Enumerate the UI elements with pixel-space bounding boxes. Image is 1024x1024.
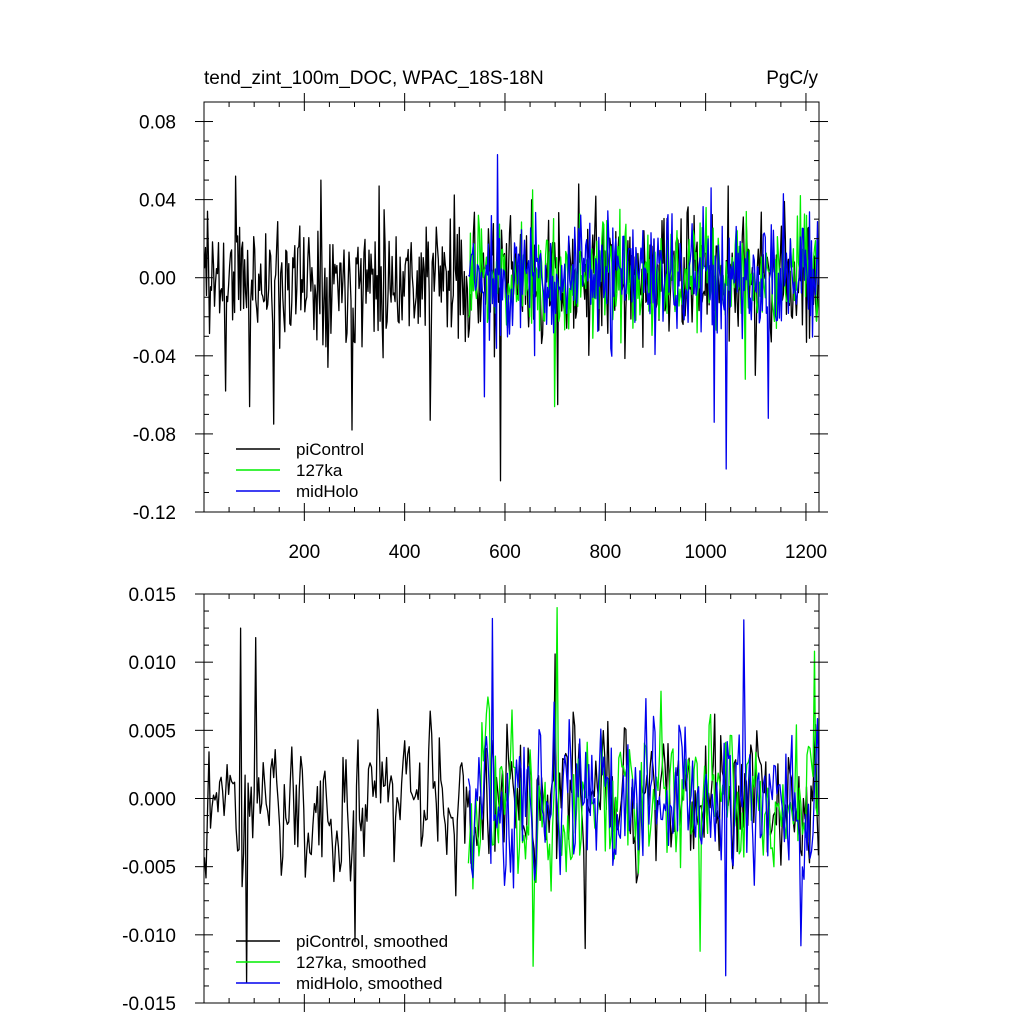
legend-label-picontrol-smoothed: piControl, smoothed (296, 932, 448, 951)
y-tick-label: -0.04 (133, 347, 177, 368)
y-tick-label: 0.08 (139, 113, 176, 134)
top-series-lines (203, 154, 820, 482)
x-tick-label: 600 (489, 542, 521, 563)
y-tick-label: 0.00 (139, 269, 176, 290)
series-line-0 (203, 175, 820, 482)
x-tick-label: 1200 (785, 542, 827, 563)
y-tick-label: -0.010 (122, 926, 176, 947)
bottom-legend: piControl, smoothed 127ka, smoothed midH… (236, 932, 448, 993)
bottom-panel: 0.015 0.010 0.005 0.000 -0.005 -0.010 -0.015 p… (122, 585, 828, 1015)
legend-label-127ka-smoothed: 127ka, smoothed (296, 953, 426, 972)
y-tick-label: 0.010 (128, 653, 176, 674)
y-tick-label: 0.04 (139, 191, 176, 212)
x-tick-label: 400 (389, 542, 421, 563)
legend-label-midholo: midHolo (296, 482, 358, 501)
top-chart-title: tend_zint_100m_DOC, WPAC_18S-18N (204, 68, 544, 89)
series-line-2 (467, 617, 820, 977)
y-tick-label: 0.015 (128, 585, 176, 606)
plot-frame (203, 101, 820, 513)
y-tick-label: 0.005 (128, 721, 176, 742)
x-tick-label: 800 (589, 542, 621, 563)
bottom-series-lines (203, 606, 820, 984)
top-legend: piControl 127ka midHolo (236, 440, 364, 501)
y-tick-label: -0.005 (122, 858, 176, 879)
legend-label-picontrol: piControl (296, 440, 364, 459)
y-tick-label: -0.08 (133, 425, 176, 446)
series-line-2 (467, 154, 820, 470)
y-tick-label: -0.12 (133, 503, 176, 524)
top-chart-units: PgC/y (766, 68, 818, 89)
y-tick-label: -0.015 (122, 994, 176, 1015)
x-tick-label: 200 (288, 542, 320, 563)
legend-label-127ka: 127ka (296, 461, 343, 480)
top-axes: 200 400 600 800 1000 1200 0.08 0.04 0.00 -0.04 -0.… (133, 93, 828, 563)
bottom-axes: 0.015 0.010 0.005 0.000 -0.005 -0.010 -0.015 (122, 585, 828, 1015)
x-tick-label: 1000 (684, 542, 726, 563)
legend-label-midholo-smoothed: midHolo, smoothed (296, 974, 442, 993)
y-tick-label: 0.000 (128, 790, 176, 811)
top-panel: tend_zint_100m_DOC, WPAC_18S-18N PgC/y 2… (133, 68, 828, 563)
